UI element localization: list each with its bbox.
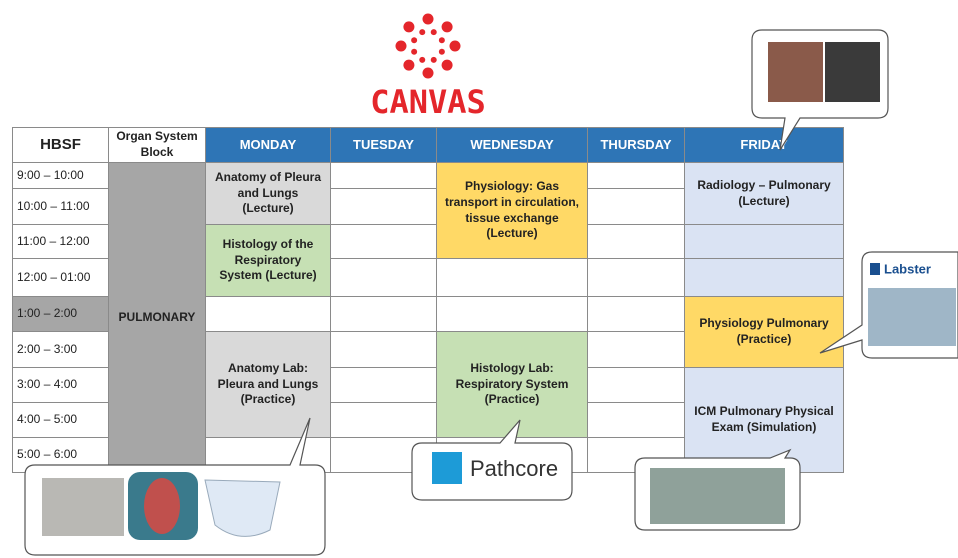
- header-cell: FRIDAY: [684, 127, 844, 163]
- time-cell: 9:00 – 10:00: [12, 162, 109, 189]
- event-cell: Anatomy of Pleura and Lungs (Lecture): [205, 162, 331, 225]
- logo-dot: [441, 59, 453, 71]
- time-cell: 5:00 – 6:00: [12, 437, 109, 473]
- time-cell: 3:00 – 4:00: [12, 367, 109, 403]
- empty-cell: [587, 188, 685, 225]
- empty-cell: [587, 402, 685, 438]
- event-cell: Radiology – Pulmonary (Lecture): [684, 162, 844, 225]
- header-cell: HBSF: [12, 127, 109, 163]
- logo-text: CANVAS: [370, 83, 486, 121]
- event-cell: Histology of the Respiratory System (Lec…: [205, 224, 331, 297]
- header-cell: WEDNESDAY: [436, 127, 588, 163]
- empty-cell: [330, 402, 437, 438]
- empty-cell: [587, 258, 685, 297]
- canvas-logo: [395, 13, 461, 79]
- logo-dot: [438, 37, 445, 44]
- logo-dot: [403, 59, 415, 71]
- empty-cell: [330, 224, 437, 259]
- empty-cell: [330, 367, 437, 403]
- logo-dot: [449, 40, 461, 52]
- time-cell: 12:00 – 01:00: [12, 258, 109, 297]
- logo-dot: [438, 48, 445, 55]
- empty-cell: [587, 296, 685, 332]
- time-cell: 10:00 – 11:00: [12, 188, 109, 225]
- time-cell: 2:00 – 3:00: [12, 331, 109, 368]
- logo-dot: [422, 67, 434, 79]
- logo-dot: [419, 56, 426, 63]
- empty-cell: [587, 437, 685, 473]
- event-cell: Histology Lab: Respiratory System (Pract…: [436, 331, 588, 438]
- event-cell: Physiology Pulmonary (Practice): [684, 296, 844, 368]
- empty-cell: [436, 296, 588, 332]
- empty-cell: [205, 296, 331, 332]
- empty-cell: [684, 258, 844, 297]
- block-cell: PULMONARY: [108, 162, 206, 473]
- empty-cell: [330, 162, 437, 189]
- header-cell: Organ System Block: [108, 127, 206, 163]
- event-cell: ICM Pulmonary Physical Exam (Simulation): [684, 367, 844, 473]
- time-cell: 11:00 – 12:00: [12, 224, 109, 259]
- empty-cell: [587, 162, 685, 189]
- empty-cell: [587, 367, 685, 403]
- empty-cell: [587, 224, 685, 259]
- logo-dot: [441, 21, 453, 33]
- logo-dot: [430, 29, 437, 36]
- logo-dot: [422, 13, 434, 25]
- logo-dot: [403, 21, 415, 33]
- empty-cell: [436, 437, 588, 473]
- empty-cell: [330, 188, 437, 225]
- logo-dot: [411, 37, 418, 44]
- empty-cell: [330, 258, 437, 297]
- event-cell: Anatomy Lab: Pleura and Lungs (Practice): [205, 331, 331, 438]
- empty-cell: [330, 437, 437, 473]
- header-cell: THURSDAY: [587, 127, 685, 163]
- time-cell: 1:00 – 2:00: [12, 296, 109, 332]
- empty-cell: [587, 331, 685, 368]
- empty-cell: [330, 296, 437, 332]
- empty-cell: [684, 224, 844, 259]
- empty-cell: [330, 331, 437, 368]
- logo-dot: [395, 40, 407, 52]
- header-cell: TUESDAY: [330, 127, 437, 163]
- logo-dot: [411, 48, 418, 55]
- logo-dot: [419, 29, 426, 36]
- empty-cell: [436, 258, 588, 297]
- time-cell: 4:00 – 5:00: [12, 402, 109, 438]
- event-cell: Physiology: Gas transport in circulation…: [436, 162, 588, 259]
- empty-cell: [205, 437, 331, 473]
- header-cell: MONDAY: [205, 127, 331, 163]
- logo-dot: [430, 56, 437, 63]
